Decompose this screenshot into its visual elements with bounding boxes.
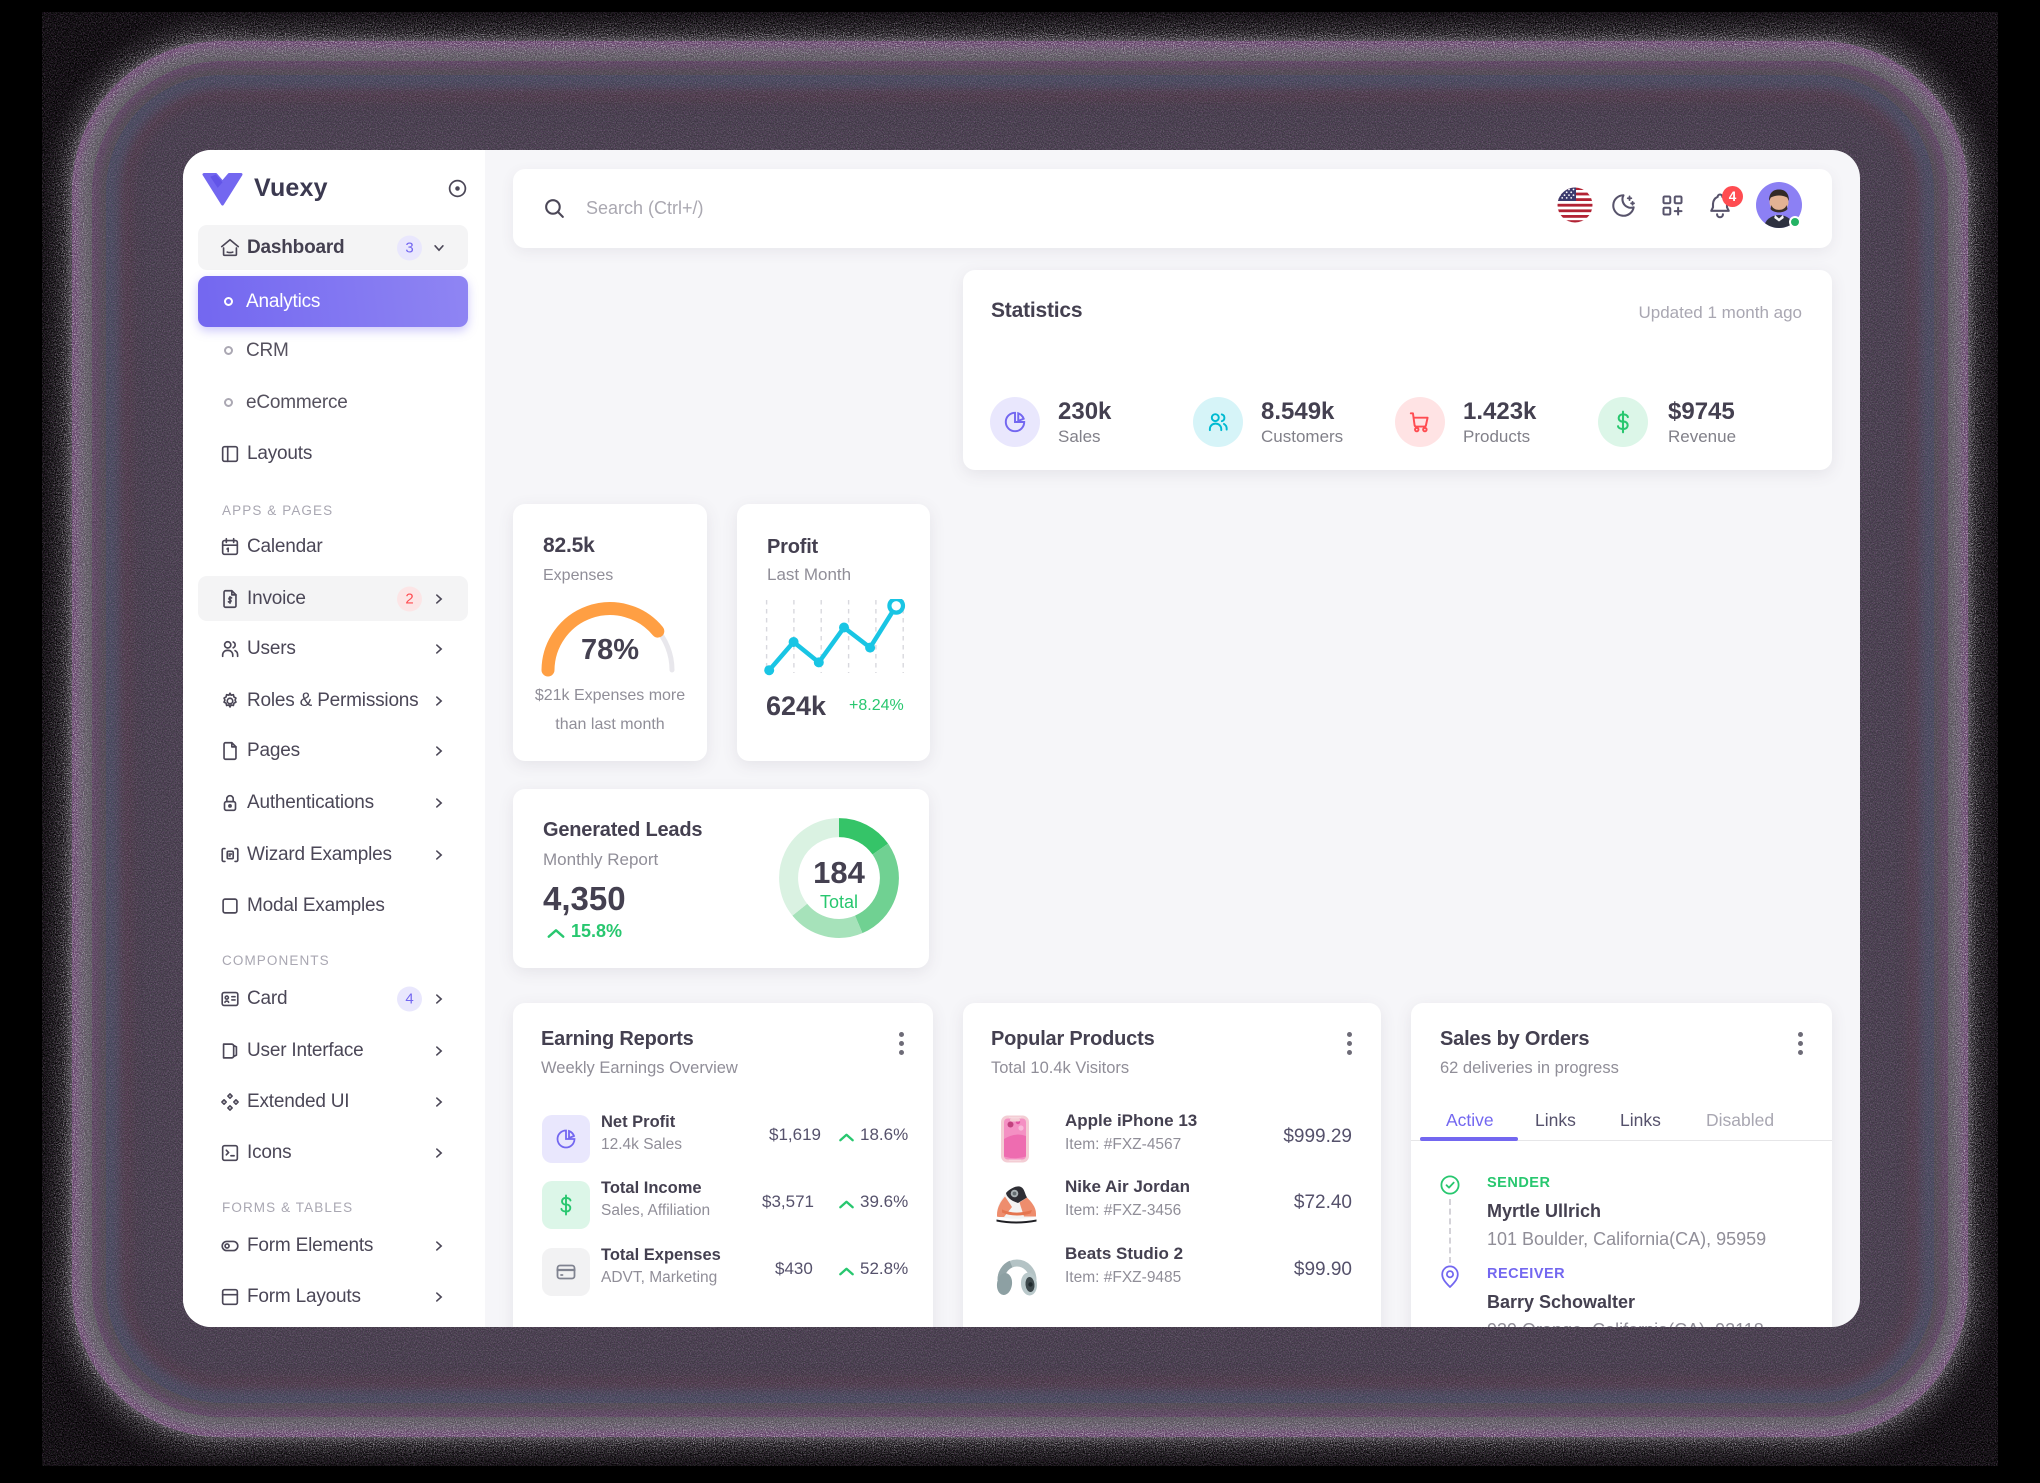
svg-text:184: 184 — [813, 855, 865, 890]
svg-text:Total: Total — [820, 892, 858, 912]
